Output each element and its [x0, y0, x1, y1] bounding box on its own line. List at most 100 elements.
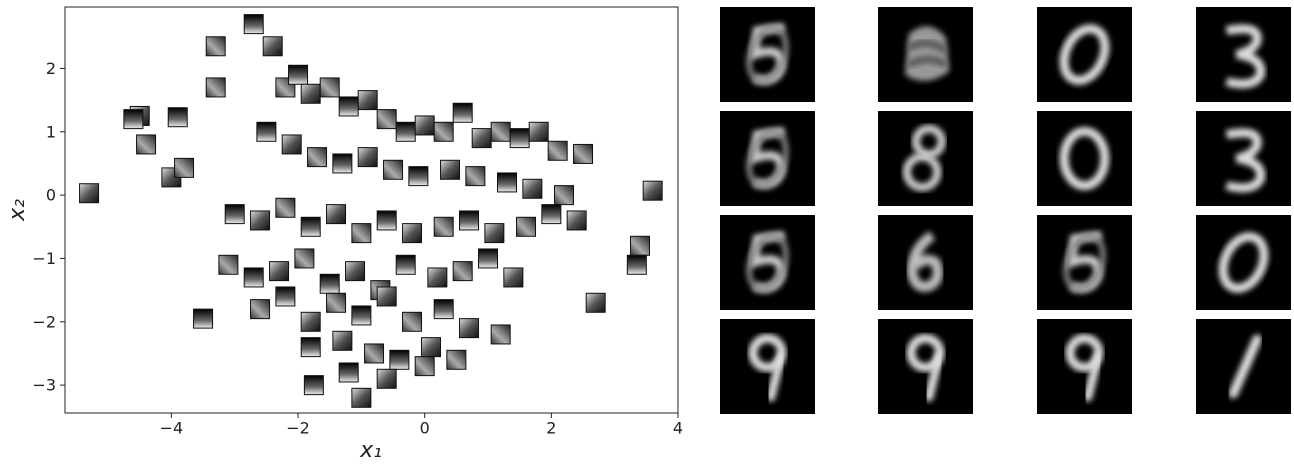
- thumbnail-point: [345, 261, 366, 282]
- thumbnail-point: [262, 36, 283, 57]
- thumbnail-point: [395, 254, 416, 275]
- x-tick-label: −4: [160, 419, 184, 438]
- y-tick-label: 0: [46, 186, 56, 205]
- thumbnail-point: [497, 172, 518, 193]
- y-tick-label: 2: [46, 59, 56, 78]
- thumbnail-point: [243, 14, 264, 35]
- thumbnail-point: [275, 197, 296, 218]
- thumbnail-point: [332, 330, 353, 351]
- thumbnail-point: [459, 318, 480, 339]
- x-axis-label: x₁: [359, 438, 382, 463]
- digit-row: [720, 319, 1291, 414]
- thumbnail-point: [478, 248, 499, 269]
- thumbnail-point: [433, 121, 454, 142]
- thumbnail-point: [528, 121, 549, 142]
- thumbnail-point: [402, 223, 423, 244]
- thumbnail-point: [364, 343, 385, 364]
- scatter-plot: [79, 14, 663, 408]
- thumbnail-point: [503, 267, 524, 288]
- axes-frame: [64, 6, 679, 414]
- thumbnail-point: [303, 375, 324, 396]
- thumbnail-point: [459, 210, 480, 231]
- thumbnail-point: [300, 311, 321, 332]
- thumbnail-point: [300, 216, 321, 237]
- thumbnail-point: [433, 216, 454, 237]
- thumbnail-point: [351, 387, 372, 408]
- thumbnail-point: [541, 204, 562, 225]
- x-tick-label: 0: [420, 419, 430, 438]
- thumbnail-point: [319, 273, 340, 294]
- thumbnail-point: [554, 185, 575, 206]
- thumbnail-point: [440, 159, 461, 180]
- thumbnail-point: [123, 109, 144, 130]
- y-tick-label: −2: [32, 312, 56, 331]
- thumbnail-point: [174, 157, 195, 178]
- thumbnail-point: [224, 204, 245, 225]
- thumbnail-point: [243, 267, 264, 288]
- x-tick-label: 2: [546, 419, 556, 438]
- thumbnail-point: [490, 324, 511, 345]
- thumbnail-point: [402, 311, 423, 332]
- thumbnail-point: [218, 254, 239, 275]
- digit-row: [720, 7, 1291, 102]
- thumbnail-point: [288, 64, 309, 85]
- x-tick-label: −2: [286, 419, 310, 438]
- thumbnail-point: [351, 223, 372, 244]
- thumbnail-point: [205, 36, 226, 57]
- thumbnail-point: [433, 299, 454, 320]
- thumbnail-point: [383, 159, 404, 180]
- thumbnail-point: [642, 180, 663, 201]
- thumbnail-point: [376, 368, 397, 389]
- thumbnail-point: [294, 248, 315, 269]
- thumbnail-point: [275, 286, 296, 307]
- thumbnail-point: [351, 305, 372, 326]
- thumbnail-point: [136, 134, 157, 155]
- thumbnail-point: [516, 216, 537, 237]
- thumbnail-point: [465, 166, 486, 187]
- thumbnail-point: [269, 261, 290, 282]
- thumbnail-point: [167, 107, 188, 128]
- thumbnail-point: [300, 83, 321, 104]
- thumbnail-point: [332, 153, 353, 174]
- x-tick-label: 4: [673, 419, 683, 438]
- thumbnail-point: [376, 210, 397, 231]
- thumbnail-point: [256, 121, 277, 142]
- thumbnail-point: [307, 147, 328, 168]
- digit-grid: [720, 7, 1291, 414]
- thumbnail-point: [319, 77, 340, 98]
- thumbnail-point: [300, 337, 321, 358]
- y-axis-label: x₂: [5, 199, 30, 222]
- thumbnail-point: [376, 286, 397, 307]
- thumbnail-point: [281, 134, 302, 155]
- thumbnail-point: [326, 292, 347, 313]
- thumbnail-point: [471, 128, 492, 149]
- thumbnail-point: [193, 308, 214, 329]
- y-tick-label: −3: [32, 376, 56, 395]
- thumbnail-point: [357, 147, 378, 168]
- thumbnail-point: [446, 349, 467, 370]
- thumbnail-point: [522, 178, 543, 199]
- thumbnail-point: [490, 121, 511, 142]
- y-tick-label: 1: [46, 122, 56, 141]
- thumbnail-point: [414, 115, 435, 136]
- thumbnail-point: [250, 210, 271, 231]
- thumbnail-point: [338, 96, 359, 117]
- thumbnail-point: [484, 223, 505, 244]
- thumbnail-point: [626, 254, 647, 275]
- thumbnail-point: [452, 102, 473, 123]
- thumbnail-point: [408, 166, 429, 187]
- thumbnail-point: [79, 183, 100, 204]
- thumbnail-point: [427, 267, 448, 288]
- thumbnail-point: [376, 109, 397, 130]
- digit-row: [720, 111, 1291, 206]
- thumbnail-point: [326, 204, 347, 225]
- thumbnail-point: [452, 261, 473, 282]
- thumbnail-point: [585, 292, 606, 313]
- thumbnail-point: [338, 362, 359, 383]
- thumbnail-point: [630, 235, 651, 256]
- thumbnail-point: [389, 349, 410, 370]
- thumbnail-point: [357, 90, 378, 111]
- thumbnail-point: [573, 143, 594, 164]
- thumbnail-point: [547, 140, 568, 161]
